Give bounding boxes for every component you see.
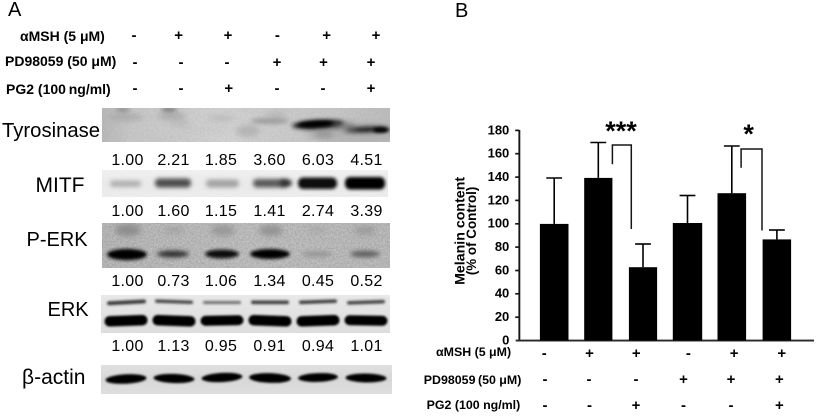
svg-text:20: 20 [495, 309, 509, 324]
svg-text:180: 180 [488, 122, 510, 137]
svg-text:160: 160 [488, 146, 510, 161]
svg-text:100: 100 [488, 216, 510, 231]
svg-text:80: 80 [495, 239, 509, 254]
svg-text:*: * [743, 119, 754, 149]
svg-text:140: 140 [488, 169, 510, 184]
svg-text:(% of Control): (% of Control) [464, 187, 479, 276]
svg-text:120: 120 [488, 192, 510, 207]
svg-text:Melanin content: Melanin content [453, 177, 469, 285]
svg-text:60: 60 [495, 262, 509, 277]
svg-text:0: 0 [502, 332, 509, 345]
svg-text:***: *** [605, 116, 637, 146]
svg-text:40: 40 [495, 286, 509, 301]
